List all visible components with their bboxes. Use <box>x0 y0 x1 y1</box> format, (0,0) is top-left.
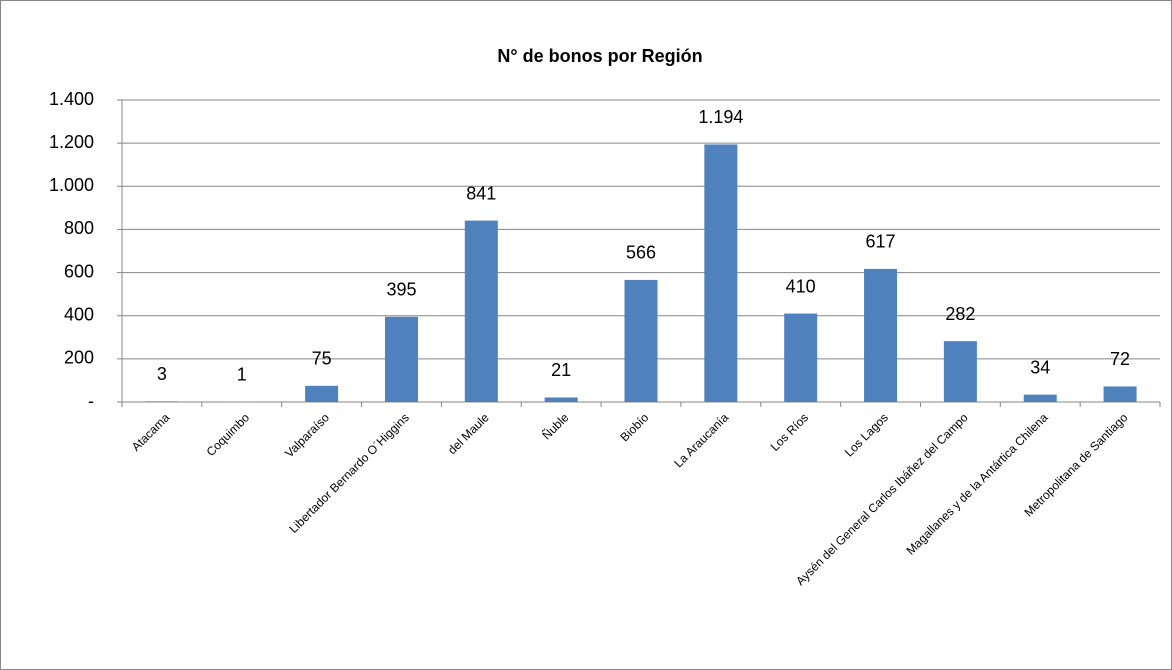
y-tick-label: - <box>88 391 94 411</box>
y-tick-label: 1.000 <box>49 175 94 195</box>
value-label: 566 <box>626 243 656 263</box>
y-tick-label: 800 <box>64 218 94 238</box>
value-label: 410 <box>786 276 816 296</box>
value-label: 72 <box>1110 349 1130 369</box>
value-label: 34 <box>1030 357 1050 377</box>
y-tick-label: 600 <box>64 261 94 281</box>
y-tick-label: 200 <box>64 348 94 368</box>
bar <box>624 279 658 402</box>
bar <box>384 316 418 402</box>
value-label: 21 <box>551 360 571 380</box>
bar <box>1103 386 1137 402</box>
bar <box>544 397 578 402</box>
bar <box>943 341 977 402</box>
bar <box>305 385 339 402</box>
bar <box>784 313 818 402</box>
value-label: 1.194 <box>698 107 743 127</box>
value-label: 617 <box>866 232 896 252</box>
chart-title: N° de bonos por Región <box>497 46 702 66</box>
y-tick-label: 1.200 <box>49 132 94 152</box>
value-label: 3 <box>157 364 167 384</box>
bar <box>145 401 179 402</box>
y-tick-label: 1.400 <box>49 89 94 109</box>
value-label: 841 <box>466 183 496 203</box>
value-label: 1 <box>237 365 247 385</box>
y-tick-label: 400 <box>64 304 94 324</box>
bar <box>704 144 738 403</box>
value-label: 75 <box>312 349 332 369</box>
bar <box>464 220 498 402</box>
value-label: 395 <box>386 280 416 300</box>
value-label: 282 <box>945 304 975 324</box>
bar <box>1023 394 1057 402</box>
bar <box>864 268 898 402</box>
